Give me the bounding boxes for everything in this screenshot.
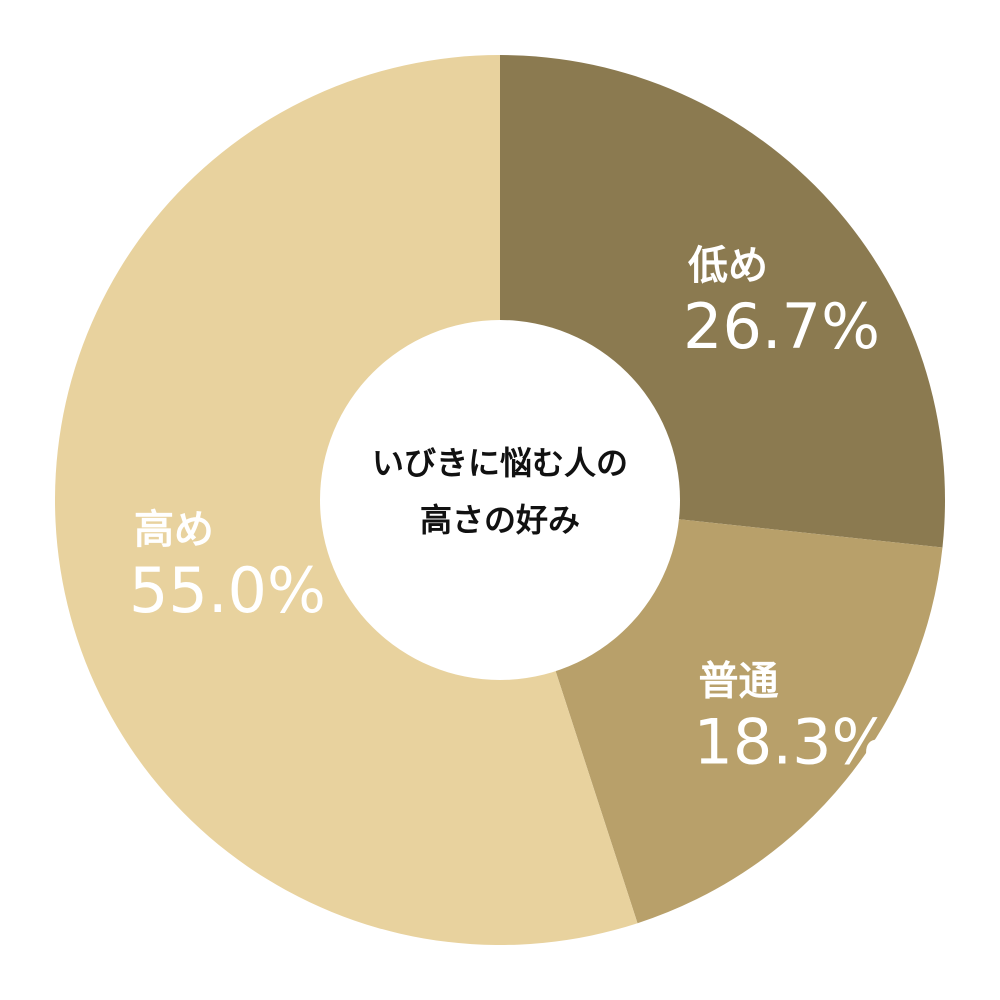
slice-category-label: 普通 <box>698 659 778 705</box>
slice-value-label: 18.3% <box>693 706 890 779</box>
slice-value-label: 26.7% <box>683 290 880 363</box>
chart-title: 高さの好み <box>420 501 580 539</box>
donut-hole <box>320 320 680 680</box>
chart-title: いびきに悩む人の <box>372 444 628 482</box>
slice-value-label: 55.0% <box>129 554 326 627</box>
slice-category-label: 高め <box>134 507 214 553</box>
slice-category-label: 低め <box>688 243 768 289</box>
